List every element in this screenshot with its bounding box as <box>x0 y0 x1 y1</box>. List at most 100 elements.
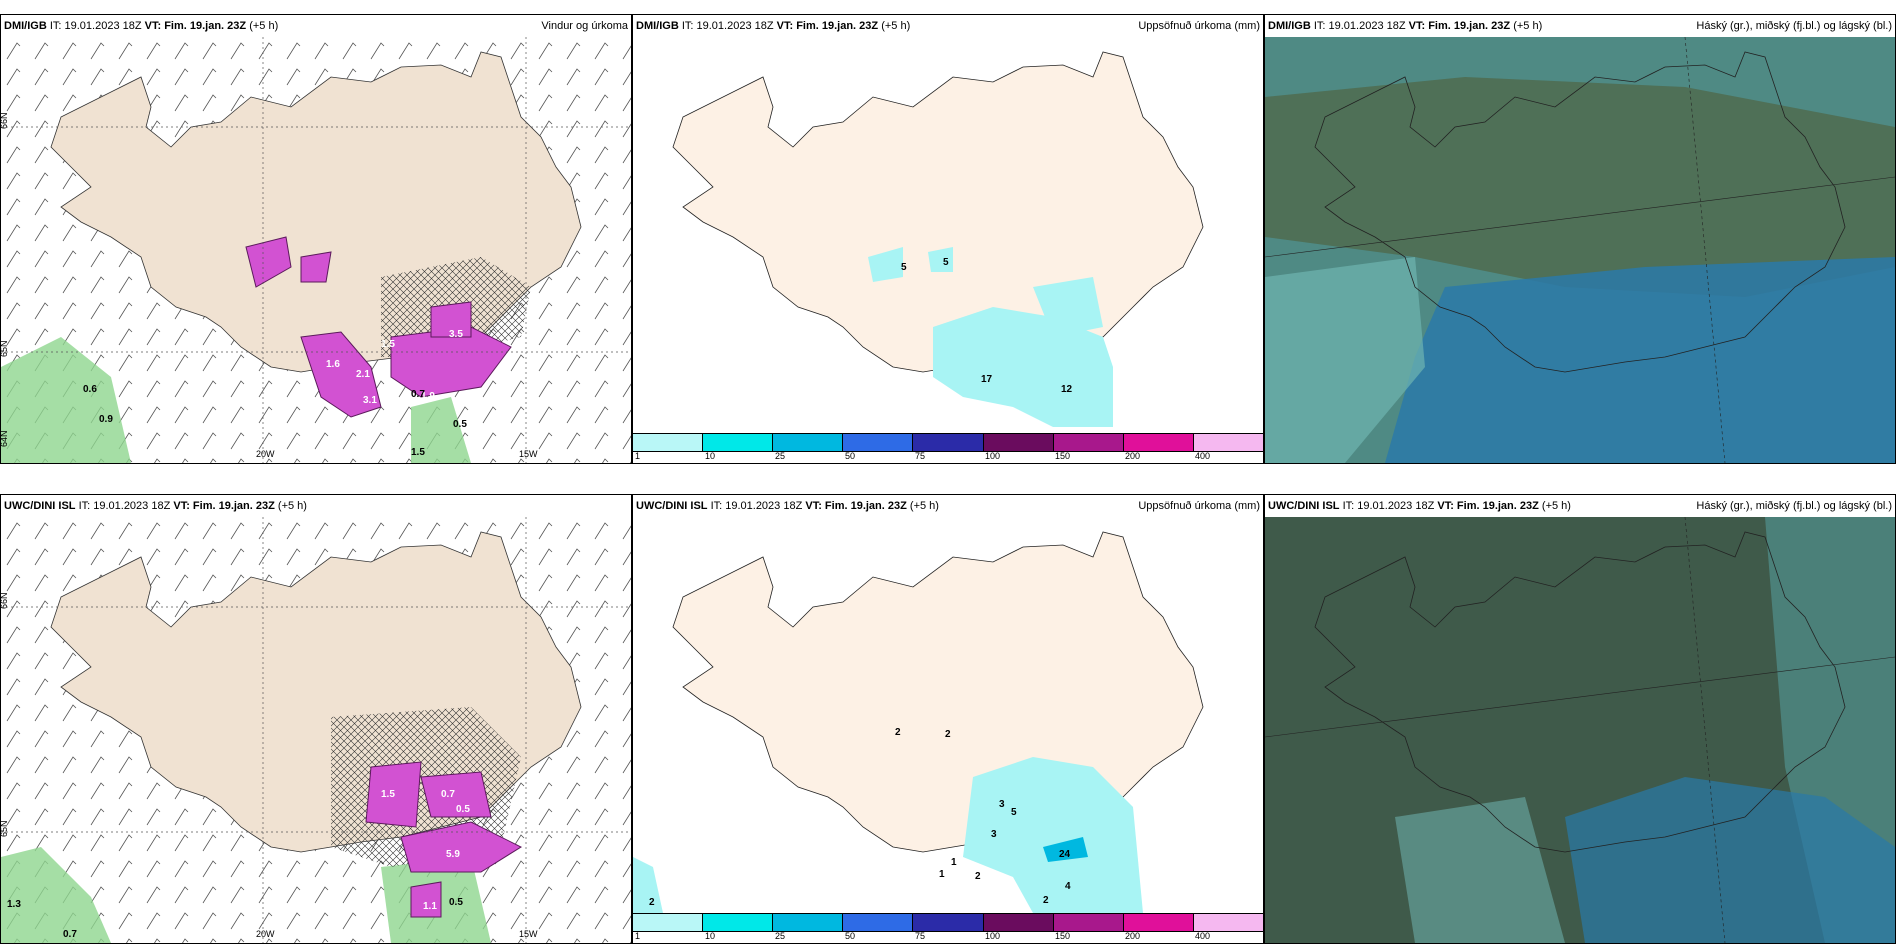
valid-time: VT: Fim. 19.jan. 23Z <box>173 500 275 512</box>
legend-swatch <box>983 434 1054 451</box>
panel-header: UWC/DINI ISL IT: 19.01.2023 18Z VT: Fim.… <box>1 495 631 517</box>
legend-swatch <box>1123 434 1194 451</box>
legend-swatch <box>703 914 774 931</box>
cloud-clear-band <box>1265 257 1425 463</box>
precip-value: 5 <box>943 257 949 268</box>
legend-swatch <box>633 914 704 931</box>
cloud-high-layer <box>1265 77 1895 297</box>
precip-value: 1.6 <box>326 359 340 370</box>
precip-value: 5.9 <box>446 849 460 860</box>
precip-cyan-n <box>928 247 953 272</box>
panel-header: DMI/IGB IT: 19.01.2023 18Z VT: Fim. 19.j… <box>1265 15 1895 37</box>
precip-value: 3.1 <box>363 395 377 406</box>
precip-value: 0.7 <box>63 929 77 940</box>
lead-time: (+5 h) <box>1541 500 1571 512</box>
precip-value: 2 <box>945 729 951 740</box>
legend-tick: 25 <box>775 451 786 461</box>
lon-label: 20W <box>256 929 275 939</box>
legend-ticks: 1 10 25 50 75 100 150 200 400 <box>633 451 1263 463</box>
legend-swatch <box>843 914 914 931</box>
precip-magenta-1 <box>365 761 422 828</box>
legend-tick: 25 <box>775 931 786 941</box>
district-line <box>1684 37 1726 463</box>
green-precip-sw <box>1 337 131 463</box>
precip-value: 2 <box>1043 895 1049 906</box>
green-precip-s <box>411 397 471 463</box>
lon-label: 20W <box>256 449 275 459</box>
legend-swatch <box>1053 914 1124 931</box>
district-line <box>1265 656 1895 738</box>
legend-tick: 200 <box>1125 931 1141 941</box>
precip-value: 24 <box>1059 849 1071 860</box>
legend-swatch <box>773 434 844 451</box>
precip-cyan-se <box>963 757 1143 913</box>
legend-tick: 100 <box>985 931 1001 941</box>
precip-value: 0.5 <box>453 419 467 430</box>
precip-map: 2 2 3 5 3 1 1 2 24 4 2 2 <box>633 531 1204 913</box>
precip-magenta-5 <box>430 301 472 338</box>
lat-label: 66N <box>1 112 9 129</box>
cloud-map <box>1265 37 1895 463</box>
legend-tick: 50 <box>845 931 856 941</box>
precip-value: 1.3 <box>7 899 21 910</box>
valid-time: VT: Fim. 19.jan. 23Z <box>1437 500 1539 512</box>
precip-value: 3.5 <box>449 329 463 340</box>
iceland-outline <box>1314 531 1846 853</box>
precip-value: 12 <box>1061 384 1073 395</box>
panel-title: Háský (gr.), miðský (fj.bl.) og lágský (… <box>1696 500 1892 512</box>
legend-tick: 75 <box>915 451 926 461</box>
legend-tick: 10 <box>705 931 716 941</box>
precip-value: 2.1 <box>356 369 370 380</box>
precip-cyan-e <box>1033 277 1103 337</box>
panel-title: Háský (gr.), miðský (fj.bl.) og lágský (… <box>1696 20 1892 32</box>
iceland-land <box>672 51 1204 373</box>
init-time: IT: 19.01.2023 18Z <box>1342 500 1435 512</box>
precip-magenta-4 <box>410 881 442 918</box>
init-time: IT: 19.01.2023 18Z <box>681 20 774 32</box>
legend-swatch <box>773 914 844 931</box>
precip-cyan-sw <box>633 857 663 913</box>
precip-value: 0.9 <box>99 414 113 425</box>
precip-value: 1.9 <box>421 391 435 402</box>
district-line <box>1684 517 1726 943</box>
init-time: IT: 19.01.2023 18Z <box>1313 20 1406 32</box>
precip-value: 0.5 <box>449 897 463 908</box>
wind-map: 66N 65N 64N 20W 15W 1.6 2.1 3.1 1.5 3.5 … <box>1 37 631 463</box>
precip-value: 0.7 <box>441 789 455 800</box>
valid-time: VT: Fim. 19.jan. 23Z <box>805 500 907 512</box>
district-line <box>1265 176 1895 258</box>
legend-swatch <box>1053 434 1124 451</box>
lead-time: (+5 h) <box>277 500 307 512</box>
precip-value: 0.6 <box>83 384 97 395</box>
cloud-clear-band <box>1395 797 1565 943</box>
lat-label: 65N <box>1 820 9 837</box>
precip-magenta-3 <box>245 236 292 288</box>
precip-value: 2 <box>895 727 901 738</box>
lat-label: 65N <box>1 340 9 357</box>
model-name: DMI/IGB <box>1268 20 1311 32</box>
precip-value: 1.5 <box>411 447 425 458</box>
legend-tick: 400 <box>1195 931 1211 941</box>
lat-label: 66N <box>1 592 9 609</box>
init-time: IT: 19.01.2023 18Z <box>49 20 142 32</box>
iceland-outline <box>1314 51 1846 373</box>
valid-time: VT: Fim. 19.jan. 23Z <box>1408 20 1511 32</box>
precip-legend: 1 10 25 50 75 100 150 200 400 <box>633 433 1263 463</box>
valid-time: VT: Fim. 19.jan. 23Z <box>776 20 879 32</box>
legend-swatch <box>703 434 774 451</box>
panel-header: UWC/DINI ISL IT: 19.01.2023 18Z VT: Fim.… <box>633 495 1263 517</box>
legend-swatch <box>1193 434 1263 451</box>
precip-magenta-2 <box>420 771 492 818</box>
cloud-low-layer <box>1565 777 1895 943</box>
precip-value: 3 <box>991 829 997 840</box>
legend-swatch <box>1193 914 1263 931</box>
precip-value: 4 <box>1065 881 1071 892</box>
init-time: IT: 19.01.2023 18Z <box>710 500 803 512</box>
precip-value: 17 <box>981 374 993 385</box>
wind-map: 66N 65N 20W 15W 1.5 0.7 0.5 5.9 1.3 0.7 … <box>1 517 631 943</box>
precip-value: 2 <box>975 871 981 882</box>
lead-time: (+5 h) <box>1513 20 1543 32</box>
legend-tick: 75 <box>915 931 926 941</box>
legend-tick: 10 <box>705 451 716 461</box>
legend-swatch <box>633 434 704 451</box>
